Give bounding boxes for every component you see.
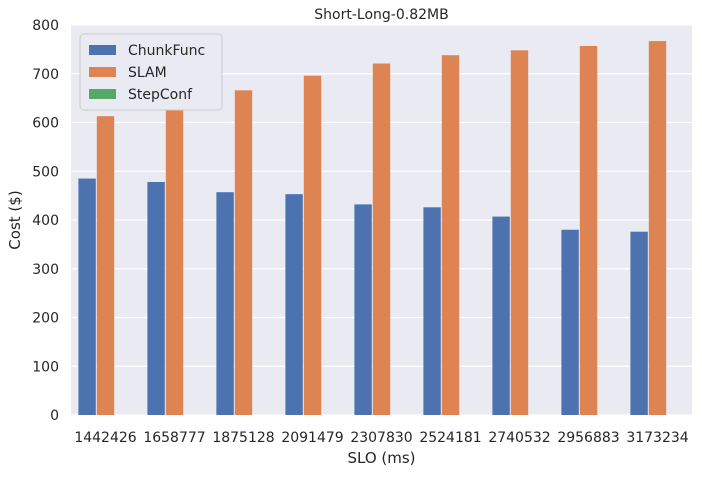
- legend-swatch: [89, 45, 116, 55]
- bar-slam: [648, 41, 667, 416]
- y-tick-label: 600: [32, 116, 59, 132]
- y-tick-labels: 0 100 200 300 400 500 600 700 800: [32, 18, 59, 424]
- y-tick-label: 800: [32, 18, 59, 34]
- x-tick-label: 3173234: [626, 430, 688, 446]
- y-tick-label: 200: [32, 311, 59, 327]
- y-tick-label: 0: [50, 408, 59, 424]
- x-tick-label: 2956883: [557, 430, 619, 446]
- legend-label: ChunkFunc: [128, 43, 205, 59]
- bar-chunkfunc: [216, 192, 234, 415]
- x-tick-label: 1442426: [74, 430, 136, 446]
- y-tick-label: 500: [32, 164, 59, 180]
- bar-chunkfunc: [147, 181, 165, 415]
- x-tick-label: 1875128: [212, 430, 274, 446]
- bar-slam: [165, 104, 184, 416]
- y-tick-label: 400: [32, 213, 59, 229]
- x-axis-label: SLO (ms): [347, 449, 415, 467]
- bar-chunkfunc: [492, 216, 510, 415]
- y-tick-label: 700: [32, 67, 59, 83]
- bar-chunkfunc: [561, 229, 579, 415]
- bar-slam: [303, 75, 322, 415]
- bar-slam: [96, 116, 115, 415]
- bar-slam: [372, 63, 391, 415]
- x-tick-labels: 1442426 1658777 1875128 2091479 2307830 25241…: [74, 430, 688, 446]
- bar-slam: [441, 55, 460, 415]
- x-tick-label: 2091479: [281, 430, 343, 446]
- legend-swatch: [89, 67, 116, 77]
- y-tick-label: 300: [32, 262, 59, 278]
- bar-chunkfunc: [423, 207, 441, 415]
- bar-chunkfunc: [630, 231, 648, 415]
- legend-swatch: [89, 89, 116, 99]
- bar-slam: [579, 45, 598, 416]
- legend: ChunkFunc SLAM StepConf: [79, 33, 223, 111]
- bars: [78, 41, 667, 416]
- x-tick-label: 1658777: [143, 430, 205, 446]
- bar-slam: [510, 50, 529, 415]
- x-tick-label: 2740532: [488, 430, 550, 446]
- bar-chunkfunc: [354, 204, 372, 415]
- bar-slam: [234, 90, 253, 415]
- x-tick-label: 2307830: [350, 430, 412, 446]
- y-axis-label: Cost ($): [6, 190, 24, 249]
- legend-label: SLAM: [128, 65, 167, 81]
- bar-chunkfunc: [285, 194, 303, 415]
- y-tick-label: 100: [32, 359, 59, 375]
- x-tick-label: 2524181: [419, 430, 481, 446]
- bar-chunkfunc: [78, 178, 96, 415]
- chart-title: Short-Long-0.82MB: [314, 7, 448, 23]
- legend-label: StepConf: [128, 87, 193, 103]
